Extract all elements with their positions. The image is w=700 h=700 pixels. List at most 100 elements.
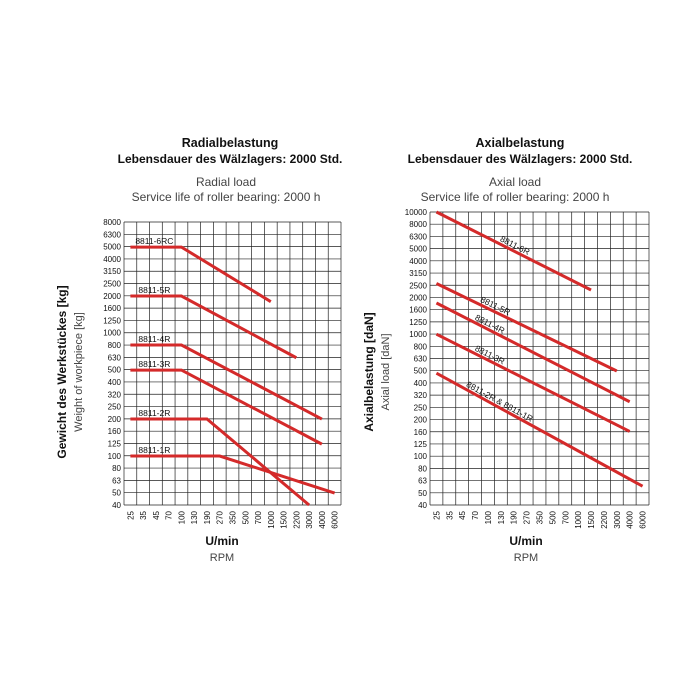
x-tick-label: 500 xyxy=(241,510,250,524)
series-label: 8811-3R xyxy=(138,359,170,369)
y-tick-label: 3150 xyxy=(103,267,121,276)
x-tick-label: 100 xyxy=(177,510,186,524)
y-tick-label: 8000 xyxy=(409,220,427,229)
y-tick-label: 8000 xyxy=(103,218,121,227)
right-title: Axialbelastung xyxy=(476,136,565,150)
series-label: 8811-5R xyxy=(138,285,170,295)
x-tick-label: 70 xyxy=(471,510,480,519)
x-tick-label: 1000 xyxy=(574,510,583,528)
series-line xyxy=(130,245,272,303)
y-tick-label: 125 xyxy=(414,440,428,449)
x-tick-label: 350 xyxy=(229,510,238,524)
y-tick-label: 1000 xyxy=(409,330,427,339)
x-tick-label: 700 xyxy=(561,510,570,524)
series-line xyxy=(435,332,631,433)
left-subtitle: Lebensdauer des Wälzlagers: 2000 Std. xyxy=(118,152,343,166)
y-tick-label: 63 xyxy=(418,477,427,486)
x-tick-label: 4000 xyxy=(318,510,327,528)
series-label: 8811-2R xyxy=(138,408,170,418)
series-label: 8811-6RC xyxy=(135,236,173,246)
y-tick-label: 200 xyxy=(414,416,428,425)
x-tick-label: 100 xyxy=(484,510,493,524)
x-tick-label: 130 xyxy=(497,510,506,524)
x-tick-label: 500 xyxy=(548,510,557,524)
series-line xyxy=(435,301,631,404)
y-tick-label: 630 xyxy=(108,353,122,362)
y-tick-label: 4000 xyxy=(103,255,121,264)
x-tick-label: 270 xyxy=(523,510,532,524)
series-label: 8811-1R xyxy=(138,445,170,455)
x-tick-label: 190 xyxy=(510,510,519,524)
left-subtitle-en: Service life of roller bearing: 2000 h xyxy=(132,190,321,204)
x-tick-label: 190 xyxy=(203,510,212,524)
y-tick-label: 63 xyxy=(112,476,121,485)
y-tick-label: 400 xyxy=(108,378,122,387)
y-tick-label: 160 xyxy=(414,428,428,437)
y-tick-label: 200 xyxy=(108,415,122,424)
y-tick-label: 800 xyxy=(414,342,428,351)
x-tick-label: 2200 xyxy=(292,510,301,528)
x-tick-label: 1500 xyxy=(280,510,289,528)
y-tick-label: 2500 xyxy=(103,280,121,289)
x-tick-label: 70 xyxy=(165,510,174,519)
y-tick-label: 10000 xyxy=(405,208,428,217)
y-tick-label: 40 xyxy=(418,501,427,510)
right-subtitle-en: Service life of roller bearing: 2000 h xyxy=(421,190,610,204)
y-tick-label: 125 xyxy=(108,439,122,448)
series-line xyxy=(130,368,323,446)
series-line xyxy=(435,210,592,292)
series-line xyxy=(435,282,618,373)
x-tick-label: 270 xyxy=(216,510,225,524)
right-xlabel-en: RPM xyxy=(514,552,538,564)
series-line xyxy=(435,371,644,488)
y-tick-label: 100 xyxy=(108,452,122,461)
x-tick-label: 130 xyxy=(190,510,199,524)
y-tick-label: 1600 xyxy=(409,306,427,315)
x-tick-label: 6000 xyxy=(639,510,648,528)
x-tick-label: 4000 xyxy=(626,510,635,528)
y-tick-label: 2500 xyxy=(409,281,427,290)
x-tick-label: 350 xyxy=(536,510,545,524)
y-tick-label: 5000 xyxy=(409,245,427,254)
series-line xyxy=(130,454,336,495)
y-tick-label: 500 xyxy=(414,367,428,376)
x-tick-label: 35 xyxy=(445,510,454,519)
y-tick-label: 40 xyxy=(112,501,121,510)
y-tick-label: 250 xyxy=(108,403,122,412)
x-tick-label: 1500 xyxy=(587,510,596,528)
right-xlabel: U/min xyxy=(509,534,542,548)
right-subtitle: Lebensdauer des Wälzlagers: 2000 Std. xyxy=(408,152,633,166)
y-tick-label: 1250 xyxy=(409,318,427,327)
x-tick-label: 45 xyxy=(458,510,467,519)
series-line xyxy=(130,294,298,360)
y-tick-label: 50 xyxy=(418,489,427,498)
x-tick-label: 25 xyxy=(126,510,135,519)
y-tick-label: 2000 xyxy=(103,292,121,301)
y-tick-label: 1600 xyxy=(103,304,121,313)
y-tick-label: 50 xyxy=(112,489,121,498)
x-tick-label: 6000 xyxy=(331,510,340,528)
left-ylabel: Gewicht des Werkstückes [kg] xyxy=(55,285,69,458)
y-tick-label: 500 xyxy=(108,366,122,375)
y-tick-label: 4000 xyxy=(409,257,427,266)
y-tick-label: 3150 xyxy=(409,269,427,278)
x-tick-label: 700 xyxy=(254,510,263,524)
series-label: 8811-2R & 8811-1R xyxy=(465,379,535,424)
series-line xyxy=(130,343,323,421)
x-tick-label: 1000 xyxy=(267,510,276,528)
y-tick-label: 80 xyxy=(112,464,121,473)
left-ylabel-en: Weight of workpiece [kg] xyxy=(73,312,85,432)
y-tick-label: 160 xyxy=(108,427,122,436)
y-tick-label: 6300 xyxy=(103,230,121,239)
y-tick-label: 320 xyxy=(108,390,122,399)
x-tick-label: 3000 xyxy=(613,510,622,528)
y-tick-label: 250 xyxy=(414,403,428,412)
x-tick-label: 35 xyxy=(139,510,148,519)
left-xlabel: U/min xyxy=(205,534,238,548)
y-tick-label: 80 xyxy=(418,464,427,473)
y-tick-label: 800 xyxy=(108,341,122,350)
x-tick-label: 25 xyxy=(432,510,441,519)
right-ylabel: Axialbelastung [daN] xyxy=(362,312,376,431)
right-plot-area: 40 50 63 80 100 125 160 200 250 320 400 500 630 800 10… xyxy=(405,208,650,529)
x-tick-label: 45 xyxy=(152,510,161,519)
